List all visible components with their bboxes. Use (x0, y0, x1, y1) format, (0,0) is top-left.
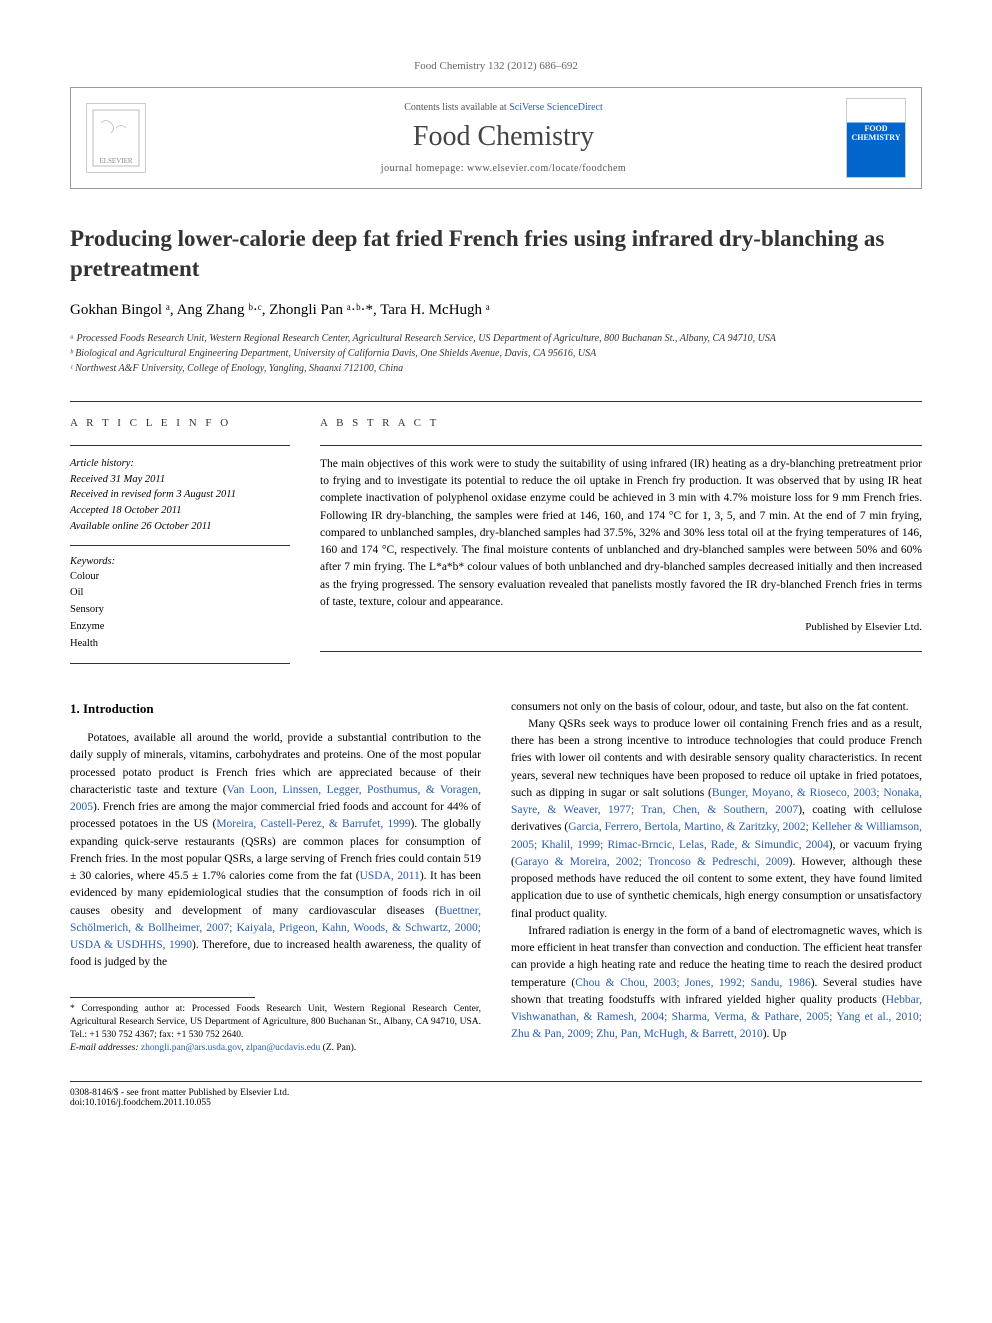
keyword: Oil (70, 585, 290, 602)
citation-link[interactable]: Moreira, Castell-Perez, & Barrufet, 1999 (216, 818, 410, 830)
authors-line: Gokhan Bingol ᵃ, Ang Zhang ᵇ·ᶜ, Zhongli … (70, 302, 922, 319)
keyword: Sensory (70, 602, 290, 619)
footnote-emails: E-mail addresses: zhongli.pan@ars.usda.g… (70, 1042, 481, 1055)
footer-bar: 0308-8146/$ - see front matter Published… (70, 1081, 922, 1108)
homepage-prefix: journal homepage: (381, 163, 467, 174)
homepage-url[interactable]: www.elsevier.com/locate/foodchem (467, 163, 626, 174)
footnote-corr: * Corresponding author at: Processed Foo… (70, 1003, 481, 1043)
abstract-panel: A B S T R A C T The main objectives of t… (320, 417, 922, 664)
journal-header: ELSEVIER Contents lists available at Sci… (70, 87, 922, 189)
doi-line: doi:10.1016/j.foodchem.2011.10.055 (70, 1098, 289, 1108)
article-history: Article history: Received 31 May 2011 Re… (70, 456, 290, 546)
publisher-line: Published by Elsevier Ltd. (320, 619, 922, 636)
sciencedirect-link[interactable]: SciVerse ScienceDirect (509, 102, 603, 113)
online-date: Available online 26 October 2011 (70, 519, 290, 535)
header-center: Contents lists available at SciVerse Sci… (161, 102, 846, 174)
section-1-heading: 1. Introduction (70, 699, 481, 719)
journal-cover-thumbnail: FOOD CHEMISTRY (846, 98, 906, 178)
revised-date: Received in revised form 3 August 2011 (70, 487, 290, 503)
received-date: Received 31 May 2011 (70, 472, 290, 488)
intro-paragraph-2: Many QSRs seek ways to produce lower oil… (511, 716, 922, 923)
journal-name: Food Chemistry (161, 121, 846, 153)
email-link[interactable]: zlpan@ucdavis.edu (246, 1043, 320, 1053)
right-column: consumers not only on the basis of colou… (511, 699, 922, 1056)
keyword: Health (70, 636, 290, 653)
keywords-label: Keywords: (70, 556, 290, 567)
intro-paragraph-1: Potatoes, available all around the world… (70, 730, 481, 972)
contents-prefix: Contents lists available at (404, 102, 509, 113)
keyword: Colour (70, 569, 290, 586)
intro-paragraph-3: Infrared radiation is energy in the form… (511, 923, 922, 1044)
intro-paragraph-1-cont: consumers not only on the basis of colou… (511, 699, 922, 716)
citation-link[interactable]: USDA, 2011 (360, 870, 420, 882)
contents-available: Contents lists available at SciVerse Sci… (161, 102, 846, 113)
divider (320, 445, 922, 446)
article-info-panel: A R T I C L E I N F O Article history: R… (70, 417, 290, 664)
article-title: Producing lower-calorie deep fat fried F… (70, 224, 922, 284)
elsevier-logo: ELSEVIER (86, 103, 146, 173)
citation-link[interactable]: Chou & Chou, 2003; Jones, 1992; Sandu, 1… (575, 977, 810, 989)
footer-left: 0308-8146/$ - see front matter Published… (70, 1088, 289, 1108)
page-container: Food Chemistry 132 (2012) 686–692 ELSEVI… (0, 0, 992, 1148)
citation-link[interactable]: Garayo & Moreira, 2002; Troncoso & Pedre… (515, 856, 789, 868)
journal-homepage: journal homepage: www.elsevier.com/locat… (161, 163, 846, 174)
affiliation-a: ᵃ Processed Foods Research Unit, Western… (70, 331, 922, 346)
svg-text:ELSEVIER: ELSEVIER (99, 157, 132, 165)
abstract-body: The main objectives of this work were to… (320, 458, 922, 608)
abstract-text: The main objectives of this work were to… (320, 456, 922, 652)
keyword: Enzyme (70, 619, 290, 636)
keywords-list: Colour Oil Sensory Enzyme Health (70, 569, 290, 664)
history-label: Article history: (70, 456, 290, 472)
header-left: ELSEVIER (86, 103, 161, 173)
info-abstract-row: A R T I C L E I N F O Article history: R… (70, 401, 922, 664)
abstract-heading: A B S T R A C T (320, 417, 922, 435)
copyright-line: 0308-8146/$ - see front matter Published… (70, 1088, 289, 1098)
affiliations: ᵃ Processed Foods Research Unit, Western… (70, 331, 922, 376)
corresponding-author-footnote: * Corresponding author at: Processed Foo… (70, 1003, 481, 1056)
divider (70, 445, 290, 446)
article-info-heading: A R T I C L E I N F O (70, 417, 290, 435)
journal-reference: Food Chemistry 132 (2012) 686–692 (70, 60, 922, 72)
accepted-date: Accepted 18 October 2011 (70, 503, 290, 519)
body-columns: 1. Introduction Potatoes, available all … (70, 699, 922, 1056)
affiliation-b: ᵇ Biological and Agricultural Engineerin… (70, 346, 922, 361)
cover-text: FOOD CHEMISTRY (847, 124, 905, 142)
email-link[interactable]: zhongli.pan@ars.usda.gov (141, 1043, 241, 1053)
affiliation-c: ᶜ Northwest A&F University, College of E… (70, 361, 922, 376)
left-column: 1. Introduction Potatoes, available all … (70, 699, 481, 1056)
footnote-separator (70, 997, 255, 998)
